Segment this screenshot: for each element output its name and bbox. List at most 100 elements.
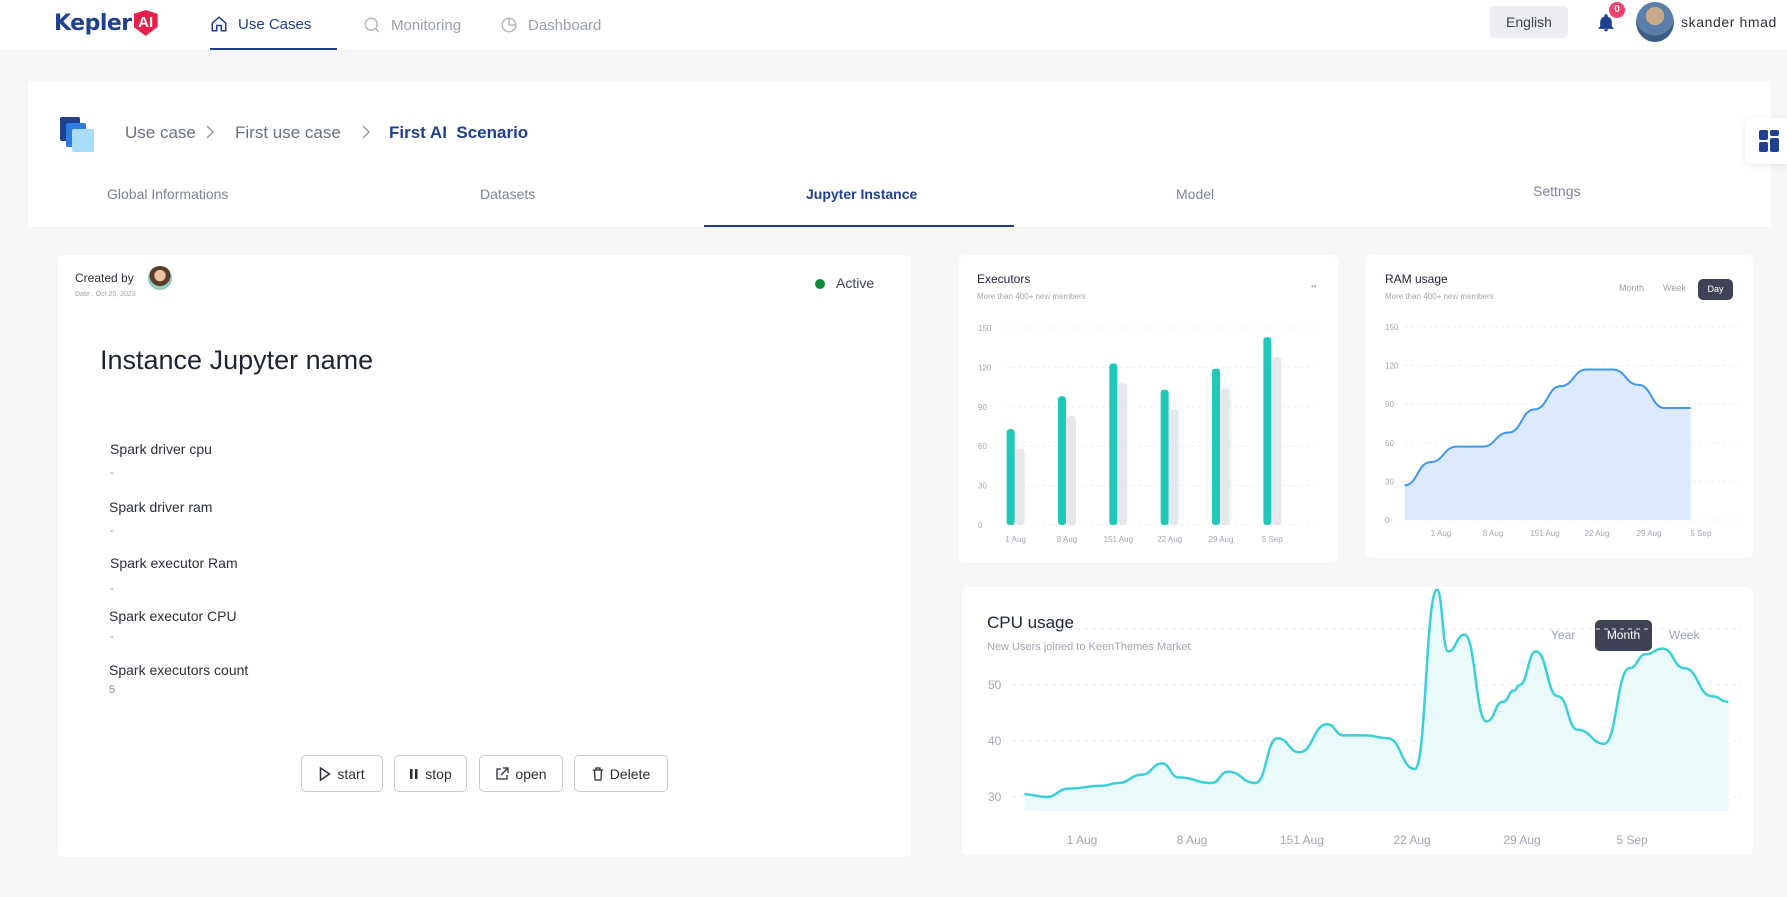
tab-global-informations[interactable]: Global Informations (107, 186, 229, 202)
field-value: - (110, 631, 114, 643)
y-tick-label: 150 (978, 324, 992, 333)
bell-icon[interactable] (1596, 12, 1616, 34)
tab-jupyter-instance[interactable]: Jupyter Instance (806, 186, 918, 202)
nav-dashboard-label: Dashboard (528, 16, 602, 34)
area-fill (1404, 369, 1691, 520)
period-week[interactable]: Week (1669, 628, 1700, 642)
x-tick-label: 151 Aug (1104, 535, 1133, 544)
x-tick-label: 5 Sep (1616, 833, 1648, 847)
y-tick-label: 0 (978, 521, 983, 530)
language-button[interactable]: English (1490, 6, 1568, 38)
x-tick-label: 8 Aug (1057, 535, 1077, 544)
notification-count-badge: 0 (1609, 2, 1625, 18)
instance-name: Instance Jupyter name (100, 345, 374, 375)
tab-model[interactable]: Model (1176, 186, 1215, 202)
x-tick-label: 8 Aug (1483, 529, 1503, 538)
nav-dashboard[interactable]: Dashboard (500, 0, 601, 50)
breadcrumb-use-case[interactable]: Use case (125, 123, 196, 142)
chart-title: CPU usage (987, 613, 1074, 632)
grid-icon (1759, 130, 1779, 152)
more-options-icon[interactable]: •• (1311, 282, 1317, 291)
x-tick-label: 1 Aug (1431, 529, 1451, 538)
trash-icon (592, 766, 603, 781)
jupyter-instance-card: Created by Date : Oct 20, 2023 Active In… (58, 255, 911, 857)
bar (1006, 429, 1015, 525)
bar (1058, 396, 1066, 525)
status-text: Active (836, 275, 875, 291)
cpu-usage-chart-card: CPU usage New Users joined to KeenThemes… (962, 587, 1753, 855)
x-tick-label: 5 Sep (1262, 535, 1283, 544)
bar (1109, 363, 1118, 525)
bar (1015, 448, 1025, 525)
chart-subtitle: More than 400+ new members (1385, 292, 1494, 301)
x-tick-label: 151 Aug (1530, 529, 1559, 538)
x-tick-label: 22 Aug (1585, 529, 1610, 538)
period-day[interactable]: Day (1698, 279, 1733, 300)
x-tick-label: 1 Aug (1005, 535, 1025, 544)
brand-badge: AI (133, 10, 158, 36)
nav-use-cases[interactable]: Use Cases (210, 0, 337, 50)
executors-bar-chart: 0 30 60 90 120 150 1 Aug 8 Aug 151 Aug 22 Aug 29 A… (978, 324, 1314, 544)
open-button[interactable]: open (479, 755, 563, 792)
field-label: Spark executor Ram (110, 555, 238, 571)
ram-area-chart: 0 30 60 90 120 150 1 Aug 8 Aug 151 Aug 22 Aug 29 A… (1385, 323, 1740, 538)
period-month[interactable]: Month (1619, 283, 1645, 293)
play-icon (320, 766, 332, 781)
field-value: - (110, 583, 114, 595)
stop-button-label: stop (425, 765, 452, 782)
tab-settings[interactable]: Settngs (1533, 183, 1581, 199)
y-tick-label: 30 (1385, 477, 1394, 486)
y-tick-label: 0 (1385, 516, 1390, 525)
open-button-label: open (515, 765, 547, 782)
created-date: Date : Oct 20, 2023 (75, 291, 136, 298)
user-name[interactable]: skander hmad (1681, 14, 1777, 30)
nav-monitoring-label: Monitoring (391, 16, 462, 34)
cpu-area-chart: 30 40 50 1 Aug 8 Aug 151 Aug 22 Aug 29 Aug 5 Sep (988, 588, 1742, 847)
y-tick-label: 30 (988, 790, 1002, 804)
series-line (1404, 368, 1691, 487)
period-year[interactable]: Year (1551, 628, 1576, 642)
x-tick-label: 5 Sep (1691, 529, 1712, 538)
chevron-right-icon (206, 125, 215, 139)
y-tick-label: 90 (1385, 400, 1394, 409)
external-link-icon (496, 766, 510, 780)
x-tick-label: 1 Aug (1067, 833, 1098, 847)
period-week[interactable]: Week (1663, 283, 1686, 293)
bar (1067, 415, 1076, 525)
x-tick-label: 29 Aug (1503, 833, 1540, 847)
delete-button[interactable]: Delete (574, 755, 668, 792)
brand-name: Kepler (54, 10, 132, 36)
pause-icon (410, 768, 418, 779)
x-tick-label: 151 Aug (1280, 833, 1324, 847)
y-tick-label: 150 (1385, 323, 1399, 332)
tab-datasets[interactable]: Datasets (480, 186, 536, 202)
y-tick-label: 60 (978, 442, 987, 451)
start-button[interactable]: start (301, 755, 383, 792)
x-tick-label: 8 Aug (1177, 833, 1208, 847)
pie-chart-icon (501, 17, 517, 33)
period-month[interactable]: Month (1595, 620, 1652, 651)
bar (1221, 388, 1230, 525)
series-line (1024, 588, 1729, 799)
user-avatar[interactable] (1636, 2, 1674, 42)
field-value: - (110, 467, 114, 479)
x-tick-label: 22 Aug (1393, 833, 1430, 847)
y-tick-label: 60 (1385, 439, 1394, 448)
layout-widget-button[interactable] (1745, 118, 1787, 164)
bar (1160, 389, 1169, 525)
stop-button[interactable]: stop (394, 755, 467, 792)
use-case-header: Use case First use case First AI Scenari… (28, 81, 1771, 227)
active-tab-indicator (704, 225, 1014, 227)
search-icon (364, 17, 380, 33)
home-icon (211, 16, 227, 32)
brand-logo[interactable]: Kepler AI (54, 8, 158, 38)
field-value: - (110, 525, 114, 537)
status-indicator (815, 279, 825, 289)
breadcrumb-first-use-case[interactable]: First use case (235, 123, 341, 142)
x-tick-label: 22 Aug (1157, 535, 1182, 544)
bar (1263, 337, 1272, 525)
y-tick-label: 120 (978, 363, 992, 372)
nav-monitoring[interactable]: Monitoring (363, 0, 461, 50)
x-tick-label: 29 Aug (1637, 529, 1662, 538)
area-fill (1024, 589, 1729, 811)
